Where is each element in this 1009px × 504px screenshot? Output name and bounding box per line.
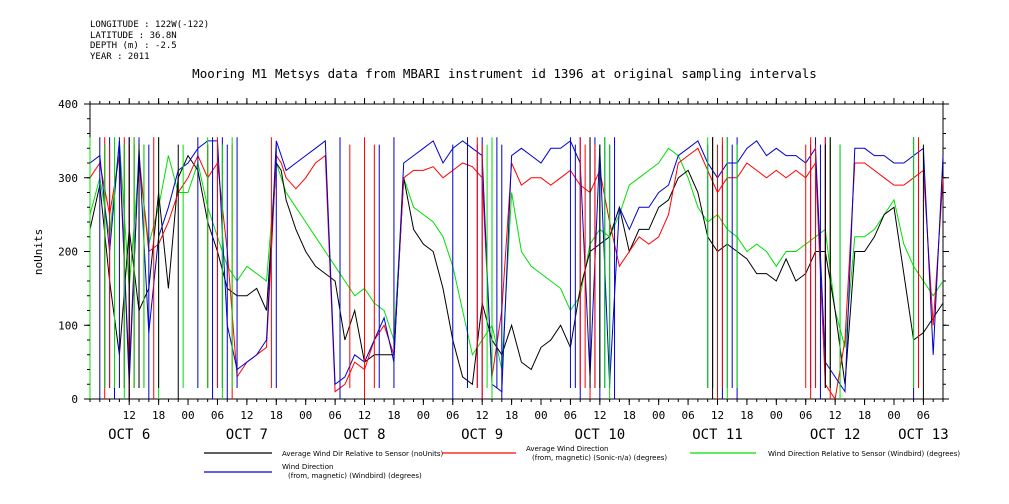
- year-label: YEAR : 2011: [90, 51, 150, 62]
- x-day-label: OCT 13: [898, 427, 949, 443]
- x-day-label: OCT 10: [575, 427, 626, 443]
- x-day-label: OCT 11: [692, 427, 743, 443]
- x-tick-label: 00: [534, 409, 547, 422]
- x-tick-label: 18: [505, 409, 518, 422]
- x-tick-label: 18: [387, 409, 400, 422]
- x-tick-label: 18: [270, 409, 283, 422]
- metadata-block: LONGITUDE : 122W(-122) LATITUDE : 36.8N DE…: [90, 20, 209, 62]
- y-tick-label: 400: [58, 98, 78, 111]
- x-tick-label: 00: [299, 409, 312, 422]
- x-tick-label: 12: [711, 409, 724, 422]
- x-tick-label: 12: [829, 409, 842, 422]
- x-tick-label: 06: [211, 409, 224, 422]
- series-line-0: [89, 154, 944, 386]
- x-day-label: OCT 8: [343, 427, 385, 443]
- y-tick-label: 0: [71, 393, 78, 406]
- axes-layer: 0 100 200 300 400 12 18 00 06 12 18 00 06 12 18 00 06 12 1…: [58, 98, 949, 443]
- legend-label-2: Wind Direction Relative to Sensor (Windb…: [768, 450, 960, 458]
- longitude-label: LONGITUDE : 122W(-122): [90, 20, 210, 30]
- x-tick-label: 12: [358, 409, 371, 422]
- x-day-label: OCT 7: [226, 427, 268, 443]
- x-tick-label: 06: [681, 409, 694, 422]
- x-tick-label: 06: [446, 409, 459, 422]
- x-tick-label: 00: [770, 409, 783, 422]
- x-tick-label: 06: [328, 409, 341, 422]
- x-tick-label: 12: [593, 409, 606, 422]
- series-line-2: [89, 140, 944, 370]
- x-day-label: OCT 9: [461, 427, 503, 443]
- y-tick-label: 300: [58, 172, 78, 185]
- x-tick-label: 06: [564, 409, 577, 422]
- legend-label-1: Average Wind Direction (from, magnetic) (…: [526, 445, 667, 462]
- latitude-label: LATITUDE : 36.8N: [90, 30, 177, 41]
- x-tick-label: 06: [799, 409, 812, 422]
- x-tick-label: 12: [123, 409, 136, 422]
- x-tick-label: 12: [240, 409, 253, 422]
- legend: Average Wind Dir Relative to Sensor (noU…: [204, 445, 960, 480]
- x-tick-label: 12: [476, 409, 489, 422]
- x-tick-label: 06: [917, 409, 930, 422]
- x-tick-label: 18: [152, 409, 165, 422]
- x-tick-label: 18: [623, 409, 636, 422]
- x-tick-label: 00: [887, 409, 900, 422]
- x-tick-label: 00: [652, 409, 665, 422]
- y-axis-label: noUnits: [32, 229, 45, 275]
- legend-label-3: Wind Direction (from, magnetic) (Windbird…: [282, 463, 422, 480]
- x-tick-label: 00: [181, 409, 194, 422]
- y-tick-label: 200: [58, 246, 78, 259]
- y-tick-label: 100: [58, 319, 78, 332]
- x-day-label: OCT 12: [810, 427, 861, 443]
- legend-label-0: Average Wind Dir Relative to Sensor (noU…: [282, 450, 443, 458]
- series-line-3: [89, 139, 944, 394]
- series-layer: [89, 137, 944, 401]
- x-tick-label: 00: [417, 409, 430, 422]
- chart-title: Mooring M1 Metsys data from MBARI instru…: [192, 66, 817, 81]
- depth-label: DEPTH (m) : -2.5: [90, 41, 177, 51]
- x-day-label: OCT 6: [108, 427, 150, 443]
- x-tick-label: 18: [740, 409, 753, 422]
- x-tick-label: 18: [858, 409, 871, 422]
